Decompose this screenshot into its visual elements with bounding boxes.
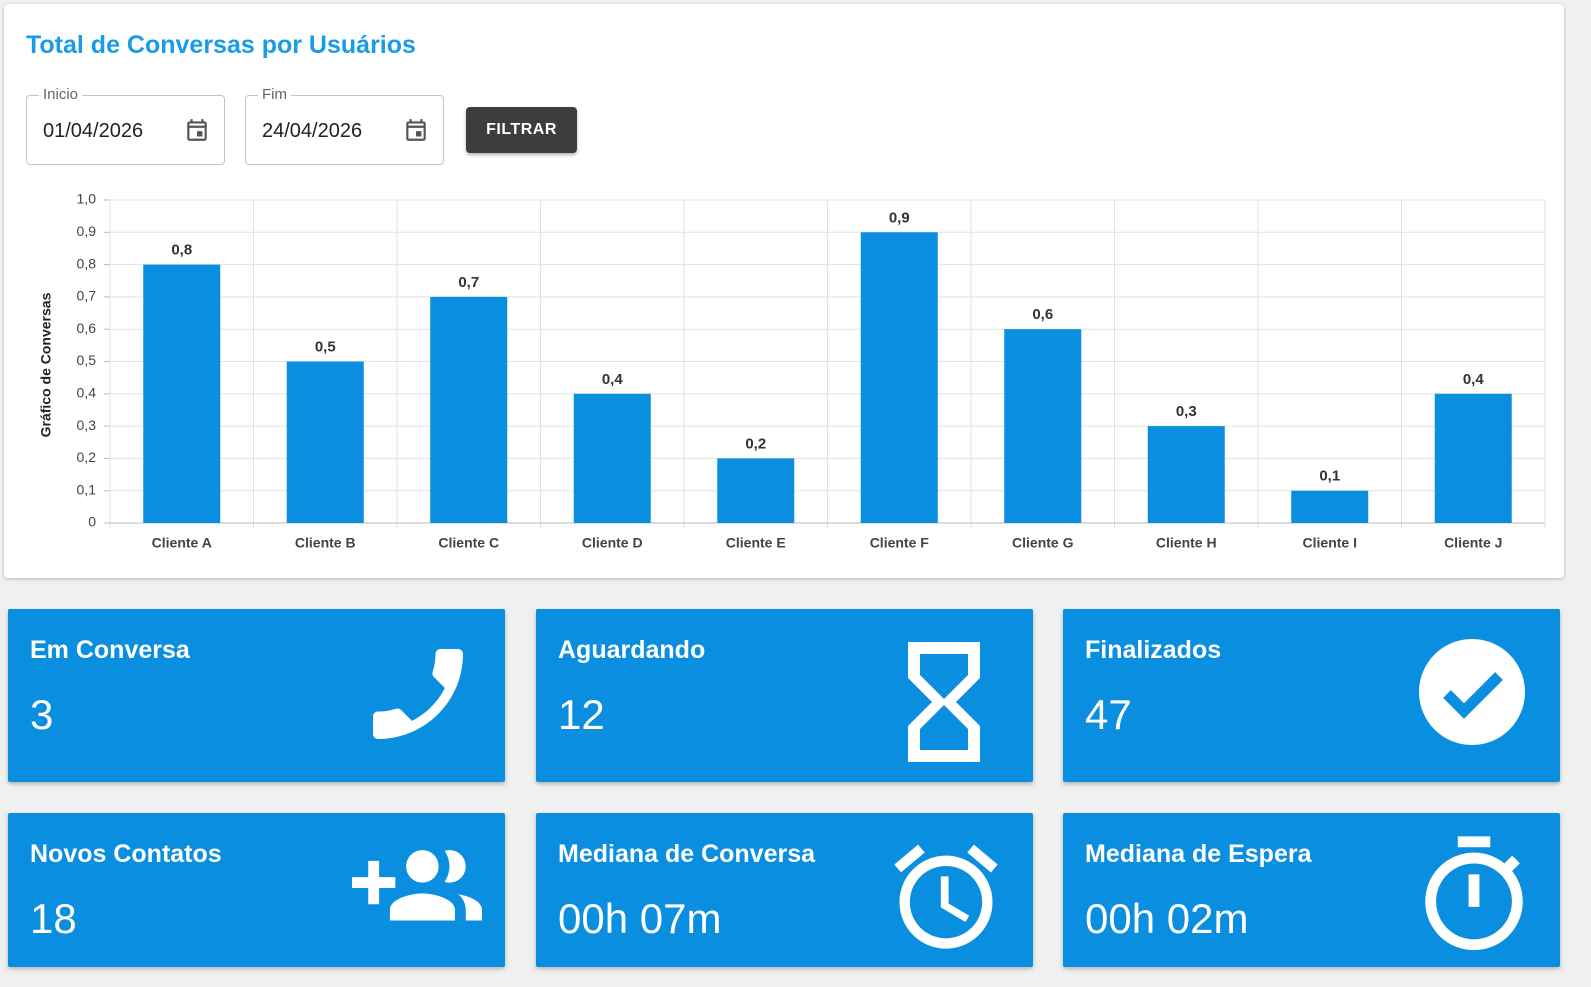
stat-card: Aguardando 12 xyxy=(536,609,1033,782)
x-tick-label: Cliente C xyxy=(438,535,499,551)
stat-card: Novos Contatos 18 xyxy=(8,813,505,967)
bar xyxy=(860,232,938,524)
field-label: Fim xyxy=(258,86,291,103)
y-tick-label: 0,9 xyxy=(77,223,97,239)
value-label: 0,6 xyxy=(1032,306,1053,323)
x-tick-label: Cliente F xyxy=(870,535,930,551)
calendar-icon[interactable] xyxy=(184,117,210,143)
card-value: 3 xyxy=(30,691,54,738)
page-title: Total de Conversas por Usuários xyxy=(26,31,416,59)
stat-card: Mediana de Espera 00h 02m xyxy=(1063,813,1560,967)
card-title: Aguardando xyxy=(558,636,706,664)
value-label: 0,8 xyxy=(171,242,192,259)
value-label: 0,2 xyxy=(745,435,766,452)
bar xyxy=(1291,490,1369,523)
bar xyxy=(430,296,508,523)
value-label: 0,4 xyxy=(602,371,624,388)
stat-card: Mediana de Conversa 00h 07m xyxy=(536,813,1033,967)
value-label: 0,1 xyxy=(1319,468,1340,485)
value-label: 0,3 xyxy=(1176,403,1197,420)
value-label: 0,9 xyxy=(889,209,910,226)
value-label: 0,5 xyxy=(315,338,336,355)
card-value: 00h 07m xyxy=(558,895,722,942)
card-value: 18 xyxy=(30,895,77,942)
timer-icon xyxy=(1425,836,1523,951)
y-tick-label: 0,1 xyxy=(77,481,97,497)
y-tick-label: 0,3 xyxy=(77,417,97,433)
x-tick-label: Cliente D xyxy=(582,535,643,551)
hourglass-icon xyxy=(908,642,980,762)
y-tick-label: 0,5 xyxy=(77,352,97,368)
y-tick-label: 0,4 xyxy=(77,385,97,401)
alarm-icon xyxy=(894,844,998,949)
start-date-field[interactable]: Inicio 01/04/2026 xyxy=(26,86,225,165)
filter-button[interactable]: FILTRAR xyxy=(466,107,577,153)
bar xyxy=(143,264,221,523)
card-value: 12 xyxy=(558,691,605,738)
x-tick-label: Cliente A xyxy=(152,535,212,551)
bar xyxy=(717,458,795,523)
card-title: Em Conversa xyxy=(30,636,190,664)
bar xyxy=(573,393,651,523)
y-axis-label: Gráfico de Conversas xyxy=(38,292,54,437)
y-tick-label: 0,7 xyxy=(77,288,97,304)
phone-icon xyxy=(373,649,463,739)
card-title: Novos Contatos xyxy=(30,840,222,868)
field-value: 24/04/2026 xyxy=(262,120,363,142)
field-label: Inicio xyxy=(39,86,83,103)
stat-card: Em Conversa 3 xyxy=(8,609,505,782)
stat-card: Finalizados 47 xyxy=(1063,609,1560,782)
x-tick-label: Cliente H xyxy=(1156,535,1217,551)
bar xyxy=(1434,393,1512,523)
card-value: 47 xyxy=(1085,691,1132,738)
card-title: Mediana de Espera xyxy=(1085,840,1312,868)
value-label: 0,4 xyxy=(1463,371,1485,388)
y-tick-label: 0,8 xyxy=(77,255,97,271)
group-add-icon xyxy=(352,850,482,921)
check-icon xyxy=(1419,639,1525,745)
chart: Gráfico de Conversas 0 0,1 0,2 0,3 0,4 0,5 0,6… xyxy=(38,191,1546,551)
x-tick-label: Cliente I xyxy=(1303,535,1357,551)
card-value: 00h 02m xyxy=(1085,895,1249,942)
field-value: 01/04/2026 xyxy=(43,120,144,142)
calendar-icon[interactable] xyxy=(403,117,429,143)
card-title: Mediana de Conversa xyxy=(558,840,816,868)
bar xyxy=(1004,329,1082,523)
y-tick-label: 1,0 xyxy=(77,191,97,207)
value-label: 0,7 xyxy=(458,274,479,291)
y-tick-label: 0,2 xyxy=(77,449,97,465)
end-date-field[interactable]: Fim 24/04/2026 xyxy=(245,86,444,165)
bar xyxy=(1147,426,1225,523)
bar xyxy=(286,361,364,523)
x-tick-label: Cliente J xyxy=(1444,535,1502,551)
x-tick-label: Cliente B xyxy=(295,535,356,551)
x-tick-label: Cliente E xyxy=(726,535,786,551)
y-tick-label: 0,6 xyxy=(77,320,97,336)
y-tick-label: 0 xyxy=(88,514,96,530)
x-tick-label: Cliente G xyxy=(1012,535,1074,551)
card-title: Finalizados xyxy=(1085,636,1222,664)
